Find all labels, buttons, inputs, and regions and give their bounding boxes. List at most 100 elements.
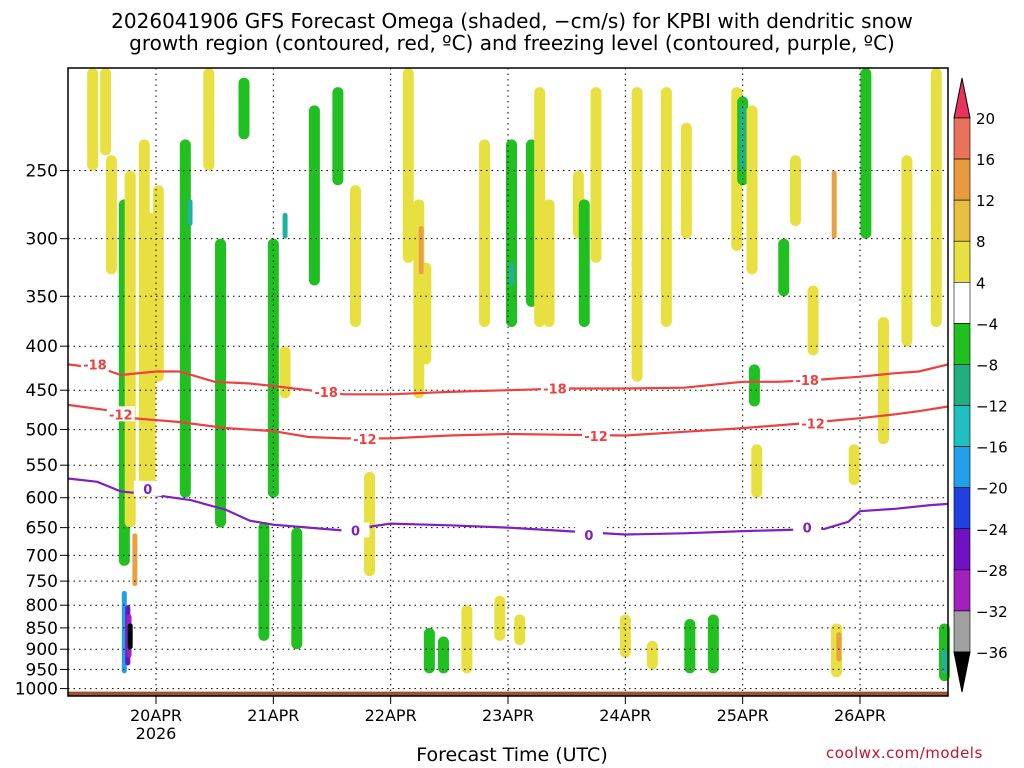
y-tick-label-400: 400 [26,337,58,357]
omega-shade-26 [479,139,490,327]
contour-label--18-3: -18 [795,374,819,389]
omega-shade-24 [438,637,449,674]
colorbar-segment-11 [954,529,970,570]
omega-shade-55 [901,155,912,346]
omega-shade-64 [509,263,514,286]
omega-shade-61 [836,632,841,661]
omega-shade-54 [878,317,889,444]
omega-shade-7 [153,185,164,382]
colorbar-segment-4 [954,241,970,282]
omega-shade-8 [180,139,191,497]
y-tick-label-750: 750 [26,572,58,592]
y-tick-label-550: 550 [26,456,58,476]
colorbar-label-1: 16 [976,151,995,169]
omega-shade-48 [778,239,789,297]
contour-label--12-1: -12 [353,433,377,448]
omega-shade-70 [128,623,133,649]
y-tick-label-1000: 1000 [15,680,58,700]
colorbar-segment-13 [954,611,970,652]
colorbar-label-13: −36 [976,644,1008,662]
colorbar-segment-10 [954,488,970,529]
omega-shade-11 [239,78,250,140]
omega-shade-22 [420,263,431,365]
omega-shade-62 [283,213,288,239]
colorbar-label-2: 12 [976,192,995,210]
omega-shade-18 [350,185,361,327]
contour-label--12-0: -12 [109,408,133,423]
x-tick-label-21APR: 21APR [247,706,299,725]
x-tick-label-25APR: 25APR [717,706,769,725]
omega-shade-12 [258,522,269,641]
y-tick-label-600: 600 [26,489,58,509]
omega-shade-58 [132,533,137,586]
contour-label-0-2: 0 [584,529,593,544]
colorbar-label-5: −4 [976,315,998,333]
omega-shade-65 [740,105,745,170]
y-tick-label-450: 450 [26,381,58,401]
colorbar-label-7: −12 [976,398,1008,416]
omega-shade-1 [100,68,111,155]
omega-shade-2 [106,155,117,274]
colorbar-segment-8 [954,406,970,447]
omega-shade-16 [309,105,320,285]
omega-shade-46 [749,364,760,406]
omega-time-height-chart: -18-18 -18-18-12-12 -12-1200 0 0 25030035040… [0,0,1024,768]
x-tick-label-24APR: 24APR [599,706,651,725]
omega-shade-4 [125,171,136,528]
y-tick-label-650: 650 [26,519,58,539]
omega-shade-41 [684,619,695,673]
omega-shade-63 [188,199,193,226]
contour-label-0-3: 0 [803,522,812,537]
contour-label--18-1: -18 [314,386,338,401]
x-tick-sublabel-20APR: 2026 [136,724,177,743]
y-tick-label-800: 800 [26,596,58,616]
contour-label-0-0: 0 [143,483,152,498]
colorbar-label-10: −24 [976,521,1008,539]
colorbar: 20 16 12 8 4 −4 −8 −12 −16 −20 −24 −28 −32 −36 [954,78,1008,692]
omega-shade-52 [849,444,860,485]
colorbar-label-9: −20 [976,480,1008,498]
omega-shade-32 [544,199,555,327]
contour-label--12-2: -12 [584,430,608,445]
omega-shade-27 [494,596,505,641]
colorbar-label-0: 20 [976,110,995,128]
y-axis: 2503003504004505005506006507007508008509… [15,162,68,700]
omega-shade-45 [747,105,758,274]
colorbar-label-6: −8 [976,356,998,374]
y-tick-label-500: 500 [26,421,58,441]
omega-shade-59 [419,226,424,274]
colorbar-label-12: −32 [976,603,1008,621]
colorbar-bottom-arrow [954,652,970,692]
omega-shade-31 [534,87,545,327]
omega-shade-38 [647,641,658,670]
omega-shade-34 [579,199,590,327]
contour-layer: -18 -18 -18 -18 -12 -12 -12 -12 0 0 0 0 [68,356,948,544]
contour-label--18-2: -18 [543,383,567,398]
colorbar-label-8: −16 [976,439,1008,457]
omega-shade-39 [661,87,672,327]
omega-shade-25 [461,605,472,673]
y-tick-label-250: 250 [26,162,58,182]
contour-label-0-1: 0 [351,524,360,539]
omega-shade-53 [860,68,871,239]
contour-label--12-3: -12 [801,418,825,433]
colorbar-label-4: 4 [976,274,986,292]
omega-shade-0 [87,68,98,171]
credit-link[interactable]: coolwx.com/models [826,744,983,762]
omega-shade-56 [931,68,942,327]
omega-shade-9 [203,68,214,171]
contour-label--18-0: -18 [83,358,107,373]
omega-shade-40 [681,123,692,239]
omega-shade-23 [424,628,435,673]
omega-shade-15 [291,528,302,650]
colorbar-segment-2 [954,159,970,200]
colorbar-segment-5 [954,282,970,323]
x-tick-label-23APR: 23APR [482,706,534,725]
colorbar-segment-9 [954,447,970,488]
x-tick-label-22APR: 22APR [365,706,417,725]
colorbar-segment-12 [954,570,970,611]
colorbar-label-11: −28 [976,562,1008,580]
omega-shade-20 [403,68,414,263]
omega-shade-29 [514,614,525,645]
